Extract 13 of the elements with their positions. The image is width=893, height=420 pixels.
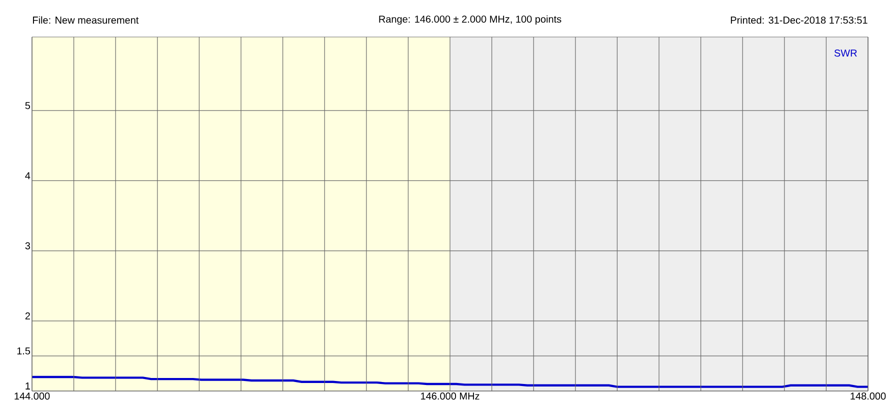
x-tick-label: 144.000: [14, 392, 50, 400]
y-tick-label: 4: [25, 172, 30, 180]
x-tick-label: 148.000: [850, 392, 886, 400]
x-tick-label: 146.000 MHz: [421, 392, 480, 400]
text: Range: 146.000 ± 2.000 MHz, 100 points: [379, 15, 562, 25]
text: File: New measurement: [33, 16, 139, 24]
y-tick-label: 1.5: [17, 347, 30, 354]
text: SWR: [834, 50, 857, 57]
y-tick-label: 1: [26, 382, 30, 390]
y-tick-label: 3: [25, 242, 30, 250]
text: Printed: 31-Dec-2018 17:53:51: [730, 16, 868, 24]
y-tick-label: 5: [25, 102, 30, 110]
y-tick-label: 2: [25, 312, 30, 320]
